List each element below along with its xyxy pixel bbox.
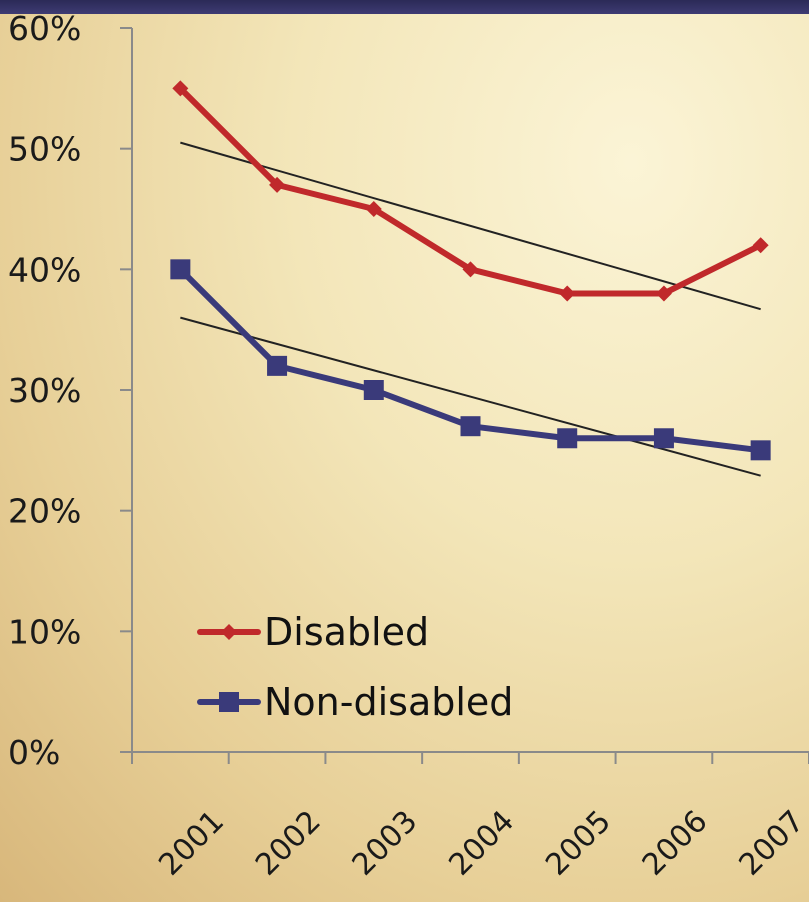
series-lines	[170, 80, 771, 461]
x-tick-label: 2004	[442, 804, 521, 883]
legend-marker	[219, 692, 239, 712]
x-tick-label: 2001	[152, 804, 231, 883]
x-tick-label: 2007	[733, 804, 809, 883]
x-tick-label: 2005	[539, 804, 618, 883]
x-tick-label: 2002	[249, 804, 328, 883]
legend-label: Disabled	[264, 610, 429, 654]
data-point-marker	[557, 428, 578, 449]
data-point-marker	[653, 428, 674, 449]
y-tick-label: 20%	[8, 492, 81, 531]
data-point-marker	[559, 285, 576, 302]
y-tick-label: 0%	[8, 733, 60, 772]
trendlines	[180, 141, 761, 477]
chart-axes: 0% 10% 20% 30% 40% 50% 60% 2001 2002 2003 2004 2005…	[8, 9, 809, 883]
data-point-marker	[269, 176, 286, 193]
legend: Disabled Non-disabled	[197, 610, 513, 724]
legend-label: Non-disabled	[264, 680, 513, 724]
x-tick-label: 2003	[346, 804, 425, 883]
y-tick-label: 50%	[8, 130, 81, 169]
y-tick-label: 40%	[8, 250, 81, 289]
y-tick-label: 30%	[8, 371, 81, 410]
data-point-marker	[655, 285, 672, 302]
legend-marker	[221, 624, 237, 640]
y-tick-label: 10%	[8, 612, 81, 651]
x-tick-label: 2006	[636, 804, 715, 883]
data-point-marker	[365, 201, 382, 217]
data-point-marker	[363, 380, 384, 400]
trendline	[180, 316, 761, 477]
trendline	[180, 141, 761, 311]
data-point-marker	[267, 355, 288, 376]
data-point-marker	[460, 416, 481, 437]
data-point-marker	[750, 440, 771, 461]
data-point-marker	[752, 237, 769, 254]
y-tick-label: 60%	[8, 9, 81, 48]
top-banner-band	[0, 0, 809, 14]
data-point-marker	[170, 259, 191, 280]
data-point-marker	[172, 80, 189, 97]
data-point-marker	[462, 261, 479, 278]
